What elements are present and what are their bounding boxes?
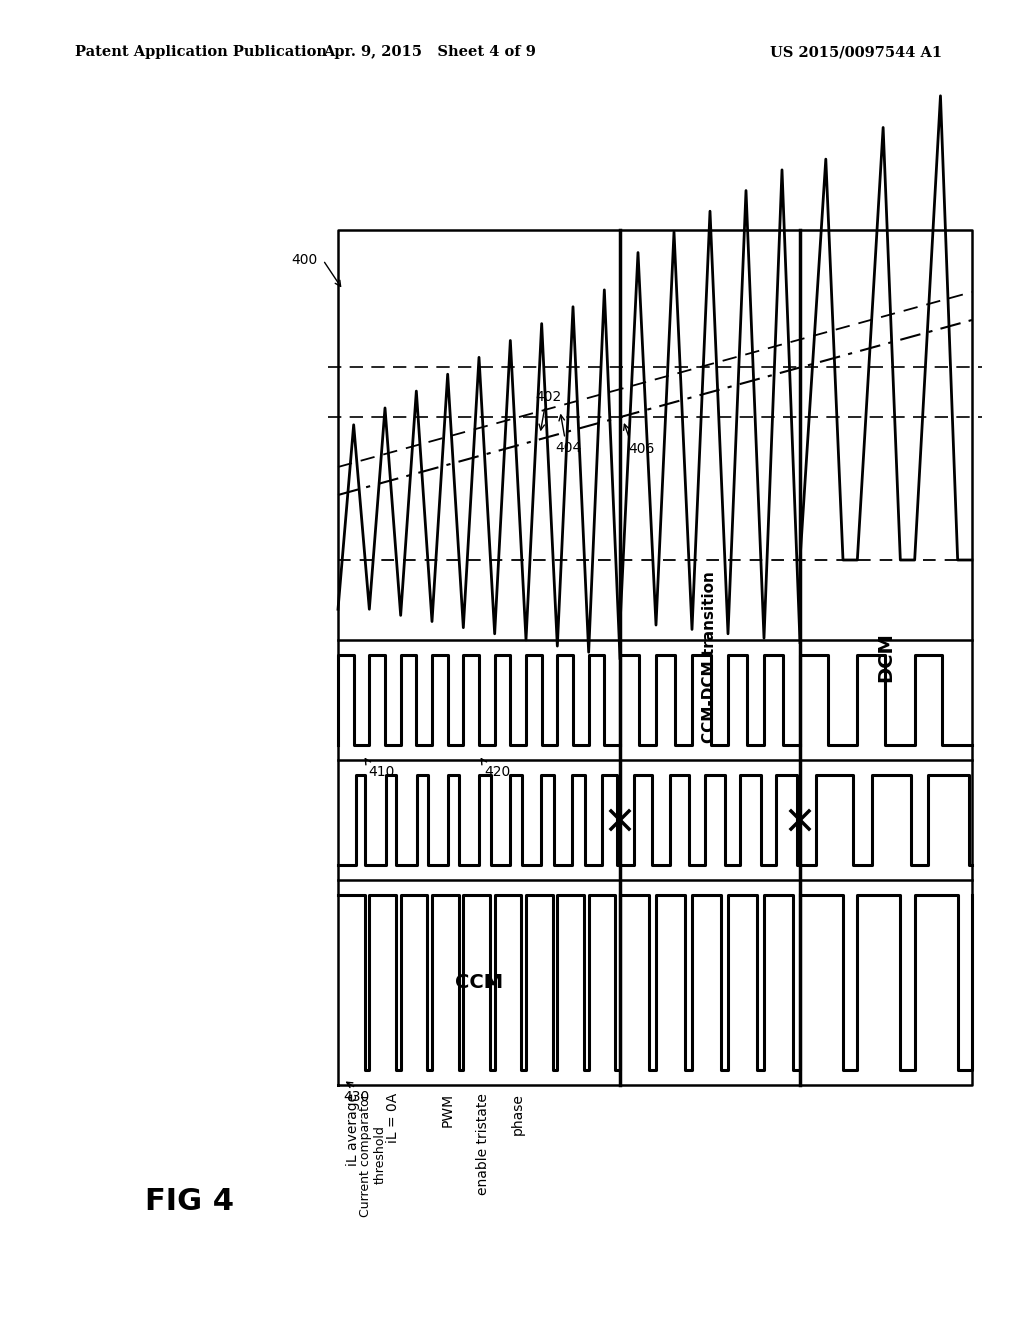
Text: PWM: PWM	[441, 1093, 455, 1127]
Text: Current comparator
threshold: Current comparator threshold	[359, 1093, 387, 1217]
Text: 410: 410	[368, 766, 394, 779]
Text: enable tristate: enable tristate	[476, 1093, 490, 1195]
Text: 406: 406	[628, 442, 654, 457]
Text: 430: 430	[343, 1090, 370, 1104]
Text: 404: 404	[555, 441, 582, 454]
Text: iL = 0A: iL = 0A	[386, 1093, 400, 1143]
Text: Apr. 9, 2015   Sheet 4 of 9: Apr. 9, 2015 Sheet 4 of 9	[324, 45, 537, 59]
Text: DCM: DCM	[877, 632, 896, 682]
Text: 420: 420	[484, 766, 510, 779]
Text: 402: 402	[535, 391, 561, 404]
Text: FIG 4: FIG 4	[145, 1188, 234, 1217]
Text: Patent Application Publication: Patent Application Publication	[75, 45, 327, 59]
Text: phase: phase	[511, 1093, 525, 1135]
Text: US 2015/0097544 A1: US 2015/0097544 A1	[770, 45, 942, 59]
Text: CCM-DCM transition: CCM-DCM transition	[702, 572, 718, 743]
Text: CCM: CCM	[455, 973, 503, 993]
Text: 400: 400	[292, 253, 318, 267]
Text: iL average: iL average	[346, 1093, 360, 1166]
